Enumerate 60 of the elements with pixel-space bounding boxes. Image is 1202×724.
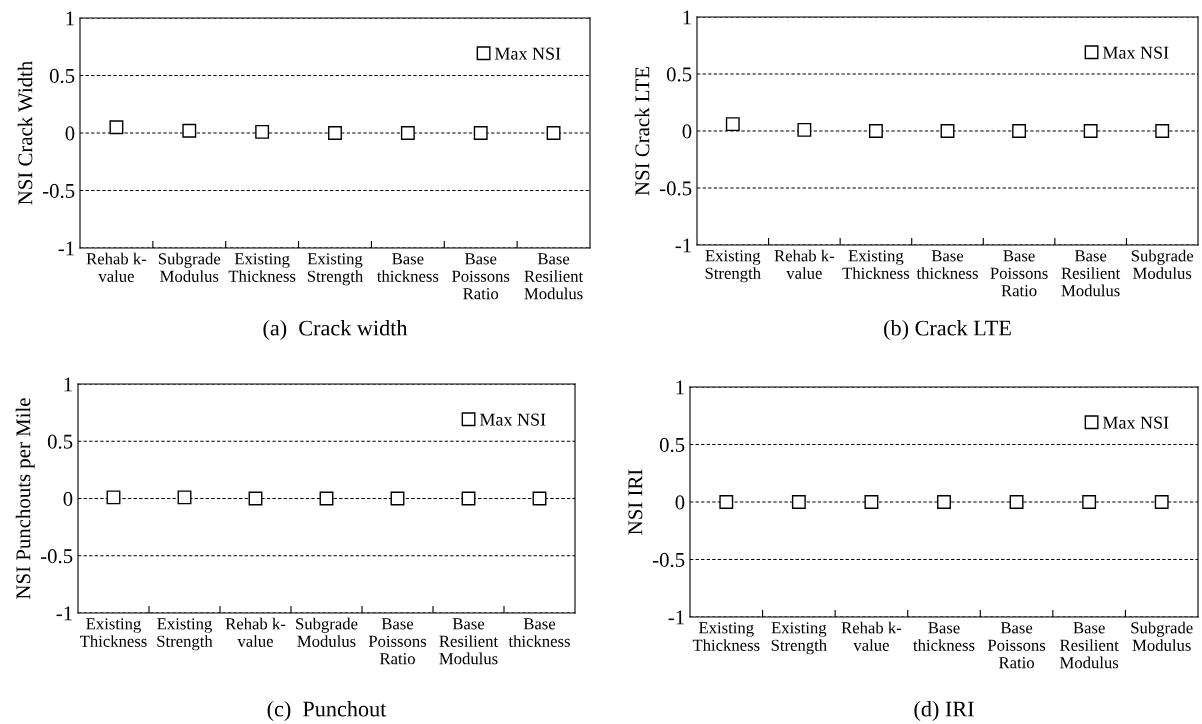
x-tick-label: Existing Thickness [692, 622, 760, 651]
y-tick-label: 1 [683, 10, 691, 25]
legend-label: Max NSI [1102, 416, 1169, 429]
y-tick-label: -1 [58, 241, 74, 256]
x-tick-label: Base Poissons Ratio [987, 622, 1046, 669]
legend-label: Max NSI [494, 47, 561, 60]
y-tick-label: -1 [668, 610, 684, 625]
x-tick-label: Base Resilient Modulus [1059, 622, 1119, 669]
x-tick-label: Existing Thickness [842, 250, 910, 279]
y-tick-label: -1 [675, 238, 691, 253]
x-tick-label: Base Poissons Ratio [368, 618, 427, 665]
y-tick-label: -0.5 [659, 181, 692, 196]
x-tick-label: Rehab k- value [86, 252, 147, 282]
y-tick-label: 0 [65, 126, 75, 141]
y-axis-title: NSI IRI [628, 469, 643, 535]
x-tick-label: Subgrade Modulus [1131, 621, 1193, 651]
x-tick-label: Rehab k- value [774, 249, 835, 279]
legend-label: Max NSI [1102, 46, 1169, 59]
y-axis-title: NSI Crack Width [17, 60, 33, 205]
x-tick-label: Existing Strength [705, 250, 761, 283]
y-tick-label: -0.5 [42, 183, 75, 199]
x-tick-label: Base thickness [377, 253, 439, 282]
x-tick-label: Base thickness [913, 622, 975, 651]
y-tick-label: 1 [66, 11, 74, 26]
x-tick-label: Base Resilient Modulus [439, 618, 499, 665]
x-tick-label: Base Poissons Ratio [452, 253, 510, 300]
y-tick-label: 1 [64, 377, 72, 392]
text: (a) Crack width [263, 319, 408, 341]
y-tick-label: 0 [675, 495, 685, 510]
x-tick-label: Base thickness [508, 618, 570, 647]
x-tick-label: Base Resilient Modulus [1061, 250, 1121, 297]
text: (d) IRI [914, 700, 974, 722]
y-tick-label: 0.5 [659, 437, 685, 453]
x-tick-label: Base Resilient Modulus [524, 253, 584, 300]
x-tick-label: Subgrade Modulus [296, 617, 358, 647]
x-tick-label: Rehab k- value [841, 621, 902, 651]
y-tick-label: 0 [63, 491, 73, 506]
x-tick-label: Existing Thickness [228, 253, 296, 282]
x-tick-label: Existing Strength [307, 253, 364, 286]
x-tick-label: Subgrade Modulus [1131, 249, 1194, 279]
x-tick-label: Existing Strength [157, 618, 213, 651]
y-tick-label: -1 [56, 606, 72, 621]
x-tick-label: Rehab k- value [225, 617, 286, 647]
y-tick-label: 1 [676, 380, 684, 395]
legend-label: Max NSI [479, 413, 546, 426]
y-tick-label: 0 [682, 124, 692, 139]
x-tick-label: Existing Strength [771, 622, 827, 655]
x-tick-label: Existing Thickness [80, 618, 147, 647]
y-tick-label: 0.5 [666, 67, 692, 82]
text: (c) Punchout [267, 700, 387, 722]
y-tick-label: -0.5 [40, 549, 73, 564]
y-axis-title: NSI Punchouts per Mile [15, 398, 35, 599]
x-tick-label: Subgrade Modulus [158, 252, 221, 282]
y-tick-label: -0.5 [652, 552, 685, 568]
text: (b) Crack LTE [884, 319, 1011, 341]
x-tick-label: Base thickness [916, 250, 978, 279]
y-tick-label: 0.5 [47, 434, 73, 449]
x-tick-label: Base Poissons Ratio [990, 250, 1048, 297]
y-axis-title: NSI Crack LTE [634, 67, 650, 196]
y-tick-label: 0.5 [49, 68, 75, 84]
